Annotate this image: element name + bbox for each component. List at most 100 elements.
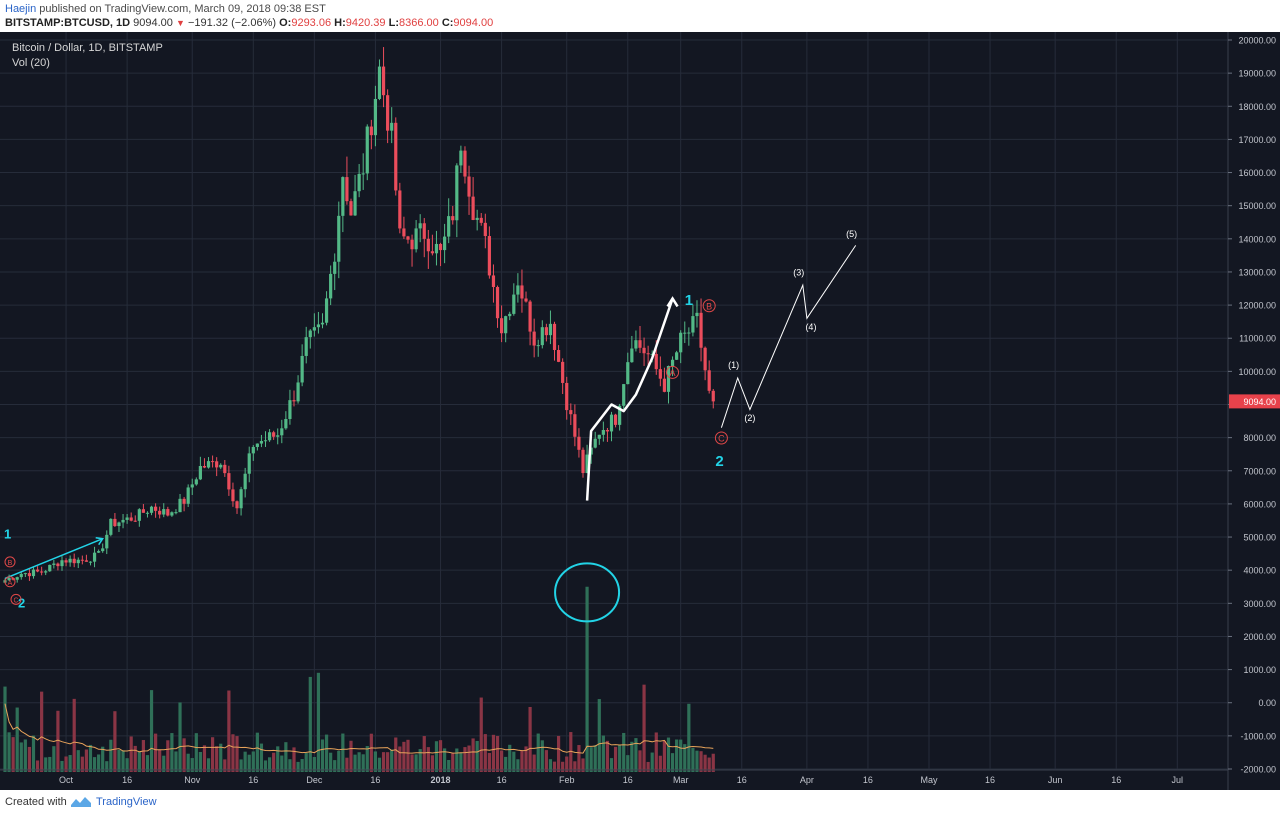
- volume-bar: [707, 757, 711, 772]
- abc-label: B: [706, 301, 712, 311]
- candle-body: [121, 519, 125, 523]
- volume-bar: [581, 758, 585, 772]
- tradingview-logo-icon[interactable]: [70, 795, 92, 809]
- projected-wave-path: [720, 245, 857, 428]
- volume-bar: [145, 755, 150, 772]
- volume-bar: [613, 746, 618, 772]
- candle-body: [35, 569, 40, 572]
- candle-body: [329, 273, 333, 299]
- volume-bar: [149, 690, 154, 772]
- price-chart[interactable]: 20000.0019000.0018000.0017000.0016000.00…: [0, 32, 1280, 790]
- candle-body: [499, 318, 504, 334]
- price-tick-label: 13000.00: [1238, 267, 1276, 277]
- price-tick-label: -1000.00: [1240, 731, 1276, 741]
- candle-body: [683, 332, 687, 334]
- candle-body: [613, 414, 618, 425]
- candle-body: [280, 428, 284, 436]
- volume-bar: [479, 697, 483, 772]
- candle-body: [670, 359, 675, 366]
- author-link[interactable]: Haejin: [5, 3, 37, 15]
- volume-bar: [597, 699, 601, 772]
- time-tick-label: 16: [985, 775, 995, 785]
- projected-wave-label: (5): [846, 229, 857, 239]
- candle-body: [552, 323, 557, 351]
- candle-body: [263, 440, 268, 442]
- price-tick-label: 20000.00: [1238, 36, 1276, 46]
- volume-bar: [31, 735, 36, 772]
- last-price: 9094.00: [133, 17, 173, 29]
- chart-area[interactable]: 20000.00 19000.00 18000.00 17000.00 16000.00…: [0, 32, 1280, 790]
- candle-body: [451, 216, 455, 221]
- volume-bar: [341, 733, 345, 772]
- last-price-tag: [1229, 394, 1280, 409]
- volume-bar: [251, 751, 255, 772]
- volume-bar: [27, 746, 32, 772]
- early-abc-circle: [4, 576, 16, 588]
- volume-bar: [308, 676, 312, 772]
- volume-bar: [451, 753, 455, 772]
- candle-body: [577, 436, 581, 450]
- tradingview-link[interactable]: TradingView: [96, 796, 157, 808]
- volume-bar: [536, 733, 540, 772]
- volume-bar: [137, 751, 141, 772]
- volume-bar: [443, 748, 447, 772]
- volume-bar: [369, 733, 373, 772]
- volume-bar: [687, 703, 691, 772]
- candle-body: [532, 331, 536, 346]
- candle-body: [97, 551, 101, 553]
- early-abc-label: B: [8, 560, 13, 567]
- high-value: 9420.39: [345, 17, 386, 29]
- candle-body: [463, 150, 467, 177]
- candle-body: [691, 316, 695, 333]
- candle-body: [410, 239, 414, 250]
- candle-body: [312, 327, 316, 331]
- price-tick-label: 11000.00: [1239, 334, 1276, 344]
- volume-bar: [699, 751, 703, 772]
- time-tick-label: Jul: [1172, 775, 1184, 785]
- volume-bar: [231, 734, 235, 772]
- candle-body: [31, 569, 36, 577]
- time-tick-label: 16: [623, 775, 633, 785]
- volume-bar: [418, 749, 422, 772]
- grid-lines: [0, 32, 1228, 770]
- volume-bar: [288, 759, 292, 772]
- candle-body: [703, 347, 707, 371]
- candle-body: [585, 454, 589, 474]
- candle-body: [113, 518, 117, 527]
- volume-bar: [15, 707, 19, 772]
- candle-body: [658, 369, 662, 379]
- volume-bar: [97, 754, 101, 772]
- volume-bar: [658, 755, 662, 772]
- candle-body: [679, 332, 683, 353]
- volume-bar: [92, 757, 97, 772]
- footer: Created with TradingView: [0, 790, 1280, 816]
- candle-body: [402, 228, 406, 237]
- volume-bar: [561, 761, 565, 772]
- volume-bar: [402, 741, 406, 772]
- candle-body: [72, 558, 76, 564]
- candle-body: [300, 355, 304, 383]
- volume-bar: [487, 752, 491, 772]
- abc-circle: [666, 365, 680, 379]
- volume-bar: [72, 698, 76, 772]
- candle-body: [390, 122, 394, 131]
- chart-legend-title: Bitcoin / Dollar, 1D, BITSTAMP: [12, 42, 163, 54]
- candlesticks: [3, 47, 715, 584]
- candle-body: [353, 191, 357, 216]
- volume-bar: [634, 738, 638, 772]
- candle-body: [15, 577, 19, 580]
- candle-body: [638, 340, 642, 348]
- close-label: C:: [441, 17, 454, 29]
- volume-bar: [552, 761, 557, 772]
- volume-bar: [471, 738, 475, 772]
- low-label: L:: [388, 17, 399, 29]
- candle-body: [239, 489, 243, 509]
- volume-bar: [573, 761, 577, 772]
- candle-body: [455, 165, 459, 221]
- volume-bar: [40, 691, 44, 772]
- price-tick-label: 15000.00: [1238, 201, 1276, 211]
- volume-bar: [386, 752, 390, 772]
- wave-2-label: 2: [715, 453, 723, 470]
- candle-body: [345, 177, 349, 202]
- volume-bar: [56, 710, 60, 772]
